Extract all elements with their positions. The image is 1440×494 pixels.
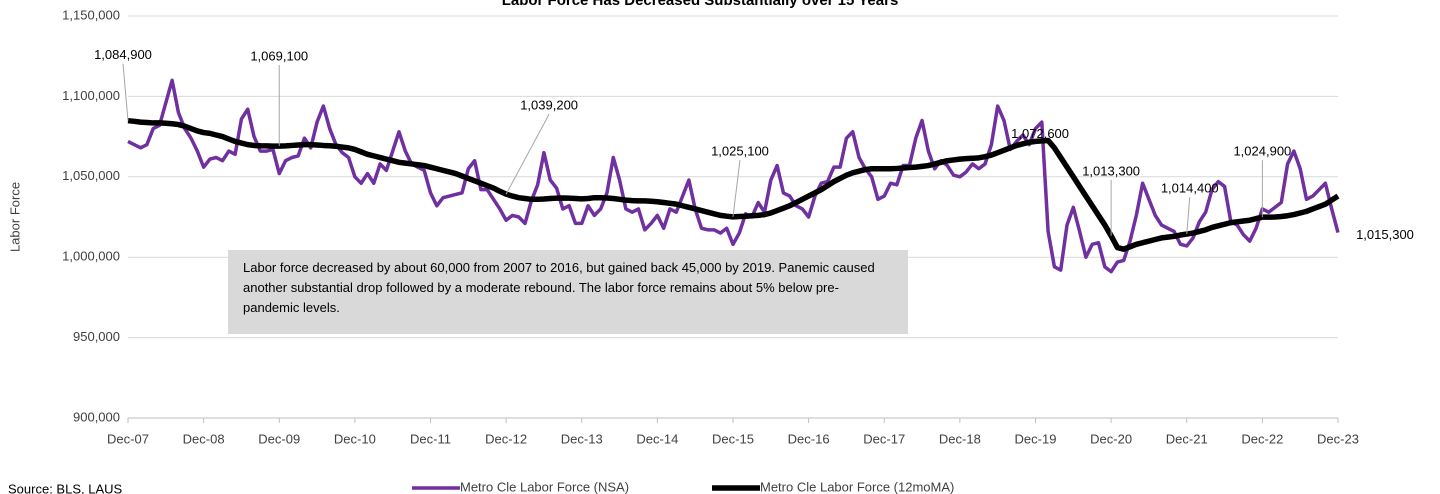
x-tick-label: Dec-21 (1166, 431, 1208, 446)
y-axis-label: Labor Force (7, 182, 22, 252)
data-label: 1,039,200 (520, 98, 578, 113)
data-label: 1,024,900 (1233, 144, 1291, 159)
x-tick-label: Dec-13 (561, 431, 603, 446)
chart-title: Labor Force Has Decreased Substantially … (502, 0, 899, 9)
leader-line (732, 159, 741, 217)
x-tick-label: Dec-19 (1015, 431, 1057, 446)
series-line (127, 117, 1340, 252)
x-tick-label: Dec-15 (712, 431, 754, 446)
x-tick-label: Dec-17 (863, 431, 905, 446)
x-tick-label: Dec-12 (485, 431, 527, 446)
data-label: 1,015,300 (1356, 227, 1414, 242)
y-tick-label: 1,000,000 (62, 249, 120, 264)
leader-line (505, 113, 550, 195)
y-tick-label: 1,100,000 (62, 88, 120, 103)
leader-line (1186, 197, 1191, 235)
data-label: 1,025,100 (711, 143, 769, 158)
x-tick-label: Dec-16 (788, 431, 830, 446)
y-tick-label: 1,050,000 (62, 168, 120, 183)
x-tick-label: Dec-10 (334, 431, 376, 446)
legend-label: Metro Cle Labor Force (12moMA) (760, 479, 954, 494)
data-label: 1,014,400 (1161, 180, 1219, 195)
leader-line (122, 63, 129, 121)
data-label: 1,013,300 (1082, 163, 1140, 178)
legend-label: Metro Cle Labor Force (NSA) (460, 479, 629, 494)
source: Source: BLS, LAUS (8, 481, 122, 494)
x-tick-label: Dec-14 (636, 431, 678, 446)
x-tick-label: Dec-20 (1090, 431, 1132, 446)
x-tick-label: Dec-23 (1317, 431, 1359, 446)
x-tick-label: Dec-08 (183, 431, 225, 446)
y-tick-label: 900,000 (73, 409, 120, 424)
annotation: Labor force decreased by about 60,000 fr… (228, 250, 908, 334)
data-label: 1,084,900 (94, 47, 152, 62)
x-tick-label: Dec-07 (107, 431, 149, 446)
x-tick-label: Dec-22 (1241, 431, 1283, 446)
series-line (127, 78, 1340, 274)
y-tick-label: 1,150,000 (62, 7, 120, 22)
y-tick-label: 950,000 (73, 329, 120, 344)
data-label: 1,069,100 (250, 49, 308, 64)
x-tick-label: Dec-18 (939, 431, 981, 446)
x-tick-label: Dec-11 (410, 431, 451, 446)
x-tick-label: Dec-09 (258, 431, 300, 446)
data-label: 1,072,600 (1011, 126, 1069, 141)
